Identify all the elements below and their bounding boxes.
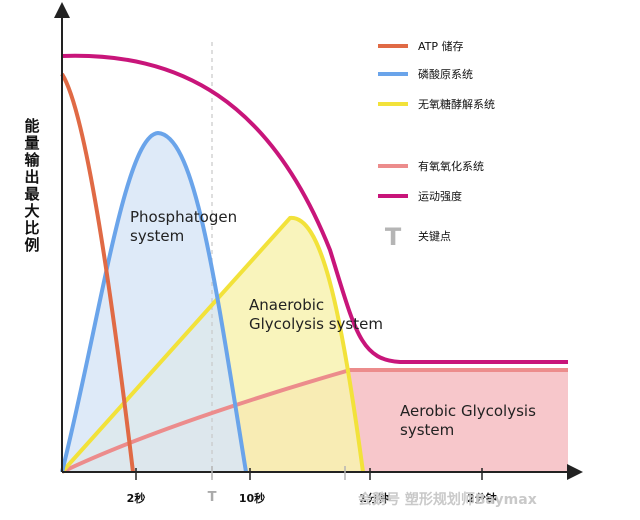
x-tick-label-1min: 1分钟: [359, 491, 389, 505]
x-tick-label-10s: 10秒: [239, 491, 265, 505]
anaerobic-curve: [60, 215, 365, 474]
anaerobic-label-line2: Glycolysis system: [249, 315, 383, 333]
legend-label-intensity: 运动强度: [418, 189, 462, 203]
phosphagen-curve: [60, 130, 248, 473]
legend-label-atp: ATP 储存: [418, 39, 464, 53]
x-tick-label-key-point: T: [208, 490, 217, 505]
aerobic-label-line1: Aerobic Glycolysis: [400, 402, 536, 420]
watermark: 会鹅号 塑形规划师Baymax: [358, 491, 537, 508]
legend: ATP 储存 磷酸原系统 无氧糖酵解系统 有氧氧化系统 运动强度 T 关键点: [378, 39, 495, 251]
x-tick-label-2min: 2分钟: [467, 491, 497, 505]
legend-label-phosphagen: 磷酸原系统: [418, 67, 473, 81]
anaerobic-label-line1: Anaerobic: [249, 296, 324, 314]
aerobic-label-line2: system: [400, 421, 454, 439]
x-tick-label-2s: 2秒: [127, 491, 146, 505]
intensity-curve: [61, 53, 568, 364]
phosphagen-label-line1: Phosphatogen: [130, 208, 237, 226]
legend-label-anaerobic: 无氧糖酵解系统: [418, 97, 495, 111]
phosphagen-label-line2: system: [130, 227, 184, 245]
legend-label-key-point: 关键点: [418, 229, 451, 243]
legend-label-aerobic: 有氧氧化系统: [418, 159, 484, 173]
y-axis-label: 能量输出最大比例: [24, 117, 40, 254]
atp-curve: [60, 72, 135, 473]
aerobic-curve: [61, 368, 568, 474]
legend-key-point-symbol: T: [385, 223, 402, 251]
